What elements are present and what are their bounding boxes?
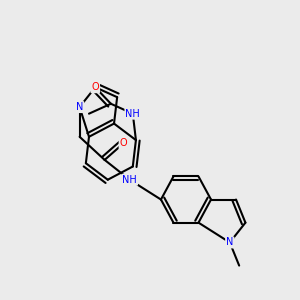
Text: NH: NH xyxy=(125,109,140,119)
Text: O: O xyxy=(120,138,127,148)
Text: N: N xyxy=(76,102,83,112)
Text: N: N xyxy=(226,238,233,248)
Text: NH: NH xyxy=(122,175,137,185)
Text: O: O xyxy=(92,82,99,92)
